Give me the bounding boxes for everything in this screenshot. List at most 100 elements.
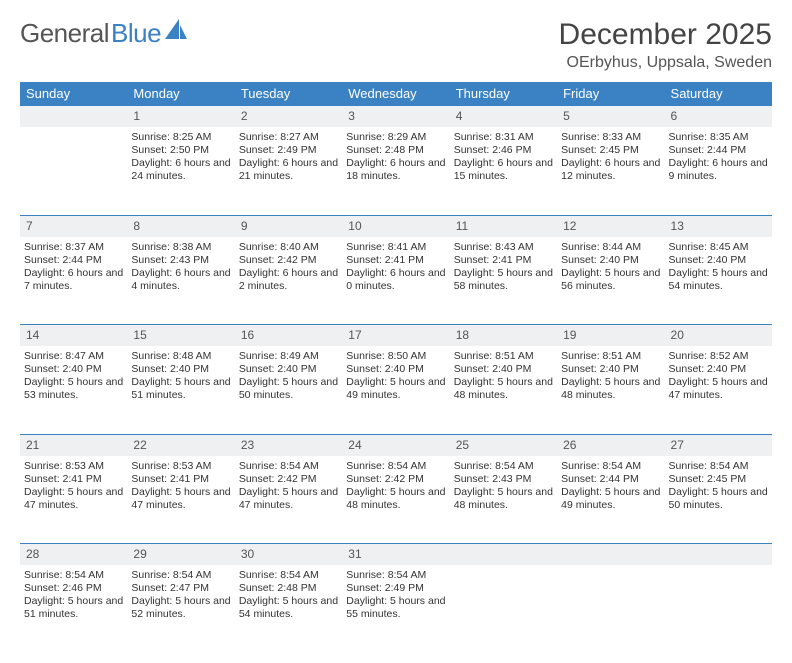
day-number: 1 — [127, 106, 234, 128]
daylight-text: Daylight: 6 hours and 0 minutes. — [346, 267, 445, 293]
day-number: 17 — [342, 325, 449, 347]
sunrise-text: Sunrise: 8:54 AM — [346, 460, 445, 473]
day-number: 8 — [127, 215, 234, 237]
sunrise-text: Sunrise: 8:47 AM — [24, 350, 123, 363]
weekday-header: Monday — [127, 82, 234, 106]
sunset-text: Sunset: 2:41 PM — [24, 473, 123, 486]
daynum-row: 21222324252627 — [20, 434, 772, 456]
weekday-header: Tuesday — [235, 82, 342, 106]
day-cell-text: Sunrise: 8:33 AMSunset: 2:45 PMDaylight:… — [561, 129, 660, 184]
day-cell-text: Sunrise: 8:27 AMSunset: 2:49 PMDaylight:… — [239, 129, 338, 184]
daylight-text: Daylight: 5 hours and 49 minutes. — [346, 376, 445, 402]
daylight-text: Daylight: 5 hours and 47 minutes. — [239, 486, 338, 512]
day-cell: Sunrise: 8:54 AMSunset: 2:47 PMDaylight:… — [127, 565, 234, 653]
day-cell: Sunrise: 8:54 AMSunset: 2:49 PMDaylight:… — [342, 565, 449, 653]
day-cell-text: Sunrise: 8:48 AMSunset: 2:40 PMDaylight:… — [131, 348, 230, 403]
sunset-text: Sunset: 2:48 PM — [346, 144, 445, 157]
sunset-text: Sunset: 2:40 PM — [346, 363, 445, 376]
daylight-text: Daylight: 6 hours and 15 minutes. — [454, 157, 553, 183]
sunrise-text: Sunrise: 8:44 AM — [561, 241, 660, 254]
daylight-text: Daylight: 5 hours and 53 minutes. — [24, 376, 123, 402]
page-title: December 2025 — [559, 18, 772, 52]
sunset-text: Sunset: 2:50 PM — [131, 144, 230, 157]
calendar-body: 123456Sunrise: 8:25 AMSunset: 2:50 PMDay… — [20, 106, 772, 654]
day-number: 9 — [235, 215, 342, 237]
sunset-text: Sunset: 2:46 PM — [24, 582, 123, 595]
sunset-text: Sunset: 2:44 PM — [669, 144, 768, 157]
day-cell: Sunrise: 8:54 AMSunset: 2:48 PMDaylight:… — [235, 565, 342, 653]
daylight-text: Daylight: 5 hours and 50 minutes. — [669, 486, 768, 512]
daylight-text: Daylight: 5 hours and 51 minutes. — [131, 376, 230, 402]
day-cell: Sunrise: 8:38 AMSunset: 2:43 PMDaylight:… — [127, 237, 234, 325]
day-cell-text: Sunrise: 8:54 AMSunset: 2:45 PMDaylight:… — [669, 458, 768, 513]
day-cell-text: Sunrise: 8:29 AMSunset: 2:48 PMDaylight:… — [346, 129, 445, 184]
daylight-text: Daylight: 5 hours and 48 minutes. — [454, 486, 553, 512]
sunset-text: Sunset: 2:41 PM — [346, 254, 445, 267]
day-cell: Sunrise: 8:33 AMSunset: 2:45 PMDaylight:… — [557, 127, 664, 215]
daylight-text: Daylight: 5 hours and 50 minutes. — [239, 376, 338, 402]
sunrise-text: Sunrise: 8:40 AM — [239, 241, 338, 254]
daylight-text: Daylight: 5 hours and 48 minutes. — [561, 376, 660, 402]
day-cell: Sunrise: 8:50 AMSunset: 2:40 PMDaylight:… — [342, 346, 449, 434]
sunset-text: Sunset: 2:40 PM — [561, 254, 660, 267]
logo-sail-icon — [165, 19, 187, 39]
sunset-text: Sunset: 2:49 PM — [239, 144, 338, 157]
daylight-text: Daylight: 5 hours and 54 minutes. — [239, 595, 338, 621]
logo: GeneralBlue — [20, 18, 187, 49]
weekday-header: Saturday — [665, 82, 772, 106]
day-number: 21 — [20, 434, 127, 456]
day-cell: Sunrise: 8:48 AMSunset: 2:40 PMDaylight:… — [127, 346, 234, 434]
day-cell-text: Sunrise: 8:45 AMSunset: 2:40 PMDaylight:… — [669, 239, 768, 294]
sunset-text: Sunset: 2:42 PM — [239, 473, 338, 486]
day-cell: Sunrise: 8:25 AMSunset: 2:50 PMDaylight:… — [127, 127, 234, 215]
sunset-text: Sunset: 2:47 PM — [131, 582, 230, 595]
day-cell-text: Sunrise: 8:49 AMSunset: 2:40 PMDaylight:… — [239, 348, 338, 403]
daynum-row: 78910111213 — [20, 215, 772, 237]
day-cell: Sunrise: 8:31 AMSunset: 2:46 PMDaylight:… — [450, 127, 557, 215]
day-number: 27 — [665, 434, 772, 456]
sunrise-text: Sunrise: 8:54 AM — [346, 569, 445, 582]
day-cell-text: Sunrise: 8:51 AMSunset: 2:40 PMDaylight:… — [454, 348, 553, 403]
day-cell-text — [669, 567, 768, 569]
day-cell-text: Sunrise: 8:52 AMSunset: 2:40 PMDaylight:… — [669, 348, 768, 403]
day-cell-text: Sunrise: 8:54 AMSunset: 2:47 PMDaylight:… — [131, 567, 230, 622]
day-cell: Sunrise: 8:40 AMSunset: 2:42 PMDaylight:… — [235, 237, 342, 325]
sunrise-text: Sunrise: 8:53 AM — [24, 460, 123, 473]
calendar-page: GeneralBlue December 2025 OErbyhus, Upps… — [0, 0, 792, 663]
weekday-header-row: Sunday Monday Tuesday Wednesday Thursday… — [20, 82, 772, 106]
day-cell-text: Sunrise: 8:43 AMSunset: 2:41 PMDaylight:… — [454, 239, 553, 294]
day-content-row: Sunrise: 8:54 AMSunset: 2:46 PMDaylight:… — [20, 565, 772, 653]
daylight-text: Daylight: 6 hours and 7 minutes. — [24, 267, 123, 293]
page-subtitle: OErbyhus, Uppsala, Sweden — [559, 54, 772, 72]
sunrise-text: Sunrise: 8:25 AM — [131, 131, 230, 144]
day-content-row: Sunrise: 8:25 AMSunset: 2:50 PM Daylight:… — [20, 127, 772, 215]
day-cell-text: Sunrise: 8:37 AMSunset: 2:44 PMDaylight:… — [24, 239, 123, 294]
day-cell-text: Sunrise: 8:54 AMSunset: 2:49 PMDaylight:… — [346, 567, 445, 622]
day-cell: Sunrise: 8:53 AMSunset: 2:41 PMDaylight:… — [20, 456, 127, 544]
day-cell-text — [24, 129, 123, 131]
daylight-text: Daylight: 5 hours and 47 minutes. — [24, 486, 123, 512]
day-cell-text: Sunrise: 8:54 AMSunset: 2:42 PMDaylight:… — [346, 458, 445, 513]
day-cell-text — [454, 567, 553, 569]
day-number: 7 — [20, 215, 127, 237]
sunrise-text: Sunrise: 8:54 AM — [669, 460, 768, 473]
sunset-text: Sunset: 2:43 PM — [131, 254, 230, 267]
day-number: 25 — [450, 434, 557, 456]
day-number: 19 — [557, 325, 664, 347]
daylight-text: Daylight: 5 hours and 51 minutes. — [24, 595, 123, 621]
day-cell: Sunrise: 8:54 AMSunset: 2:44 PMDaylight:… — [557, 456, 664, 544]
sunset-text: Sunset: 2:40 PM — [561, 363, 660, 376]
sunrise-text: Sunrise: 8:54 AM — [561, 460, 660, 473]
day-number: 16 — [235, 325, 342, 347]
day-cell — [450, 565, 557, 653]
sunset-text: Sunset: 2:44 PM — [561, 473, 660, 486]
day-cell: Sunrise: 8:41 AMSunset: 2:41 PMDaylight:… — [342, 237, 449, 325]
day-cell-text: Sunrise: 8:54 AMSunset: 2:42 PMDaylight:… — [239, 458, 338, 513]
day-number: 29 — [127, 544, 234, 566]
sunrise-text: Sunrise: 8:29 AM — [346, 131, 445, 144]
day-cell: Sunrise: 8:27 AMSunset: 2:49 PMDaylight:… — [235, 127, 342, 215]
day-number: 5 — [557, 106, 664, 128]
day-number: 2 — [235, 106, 342, 128]
sunrise-text: Sunrise: 8:54 AM — [239, 569, 338, 582]
day-number — [665, 544, 772, 566]
